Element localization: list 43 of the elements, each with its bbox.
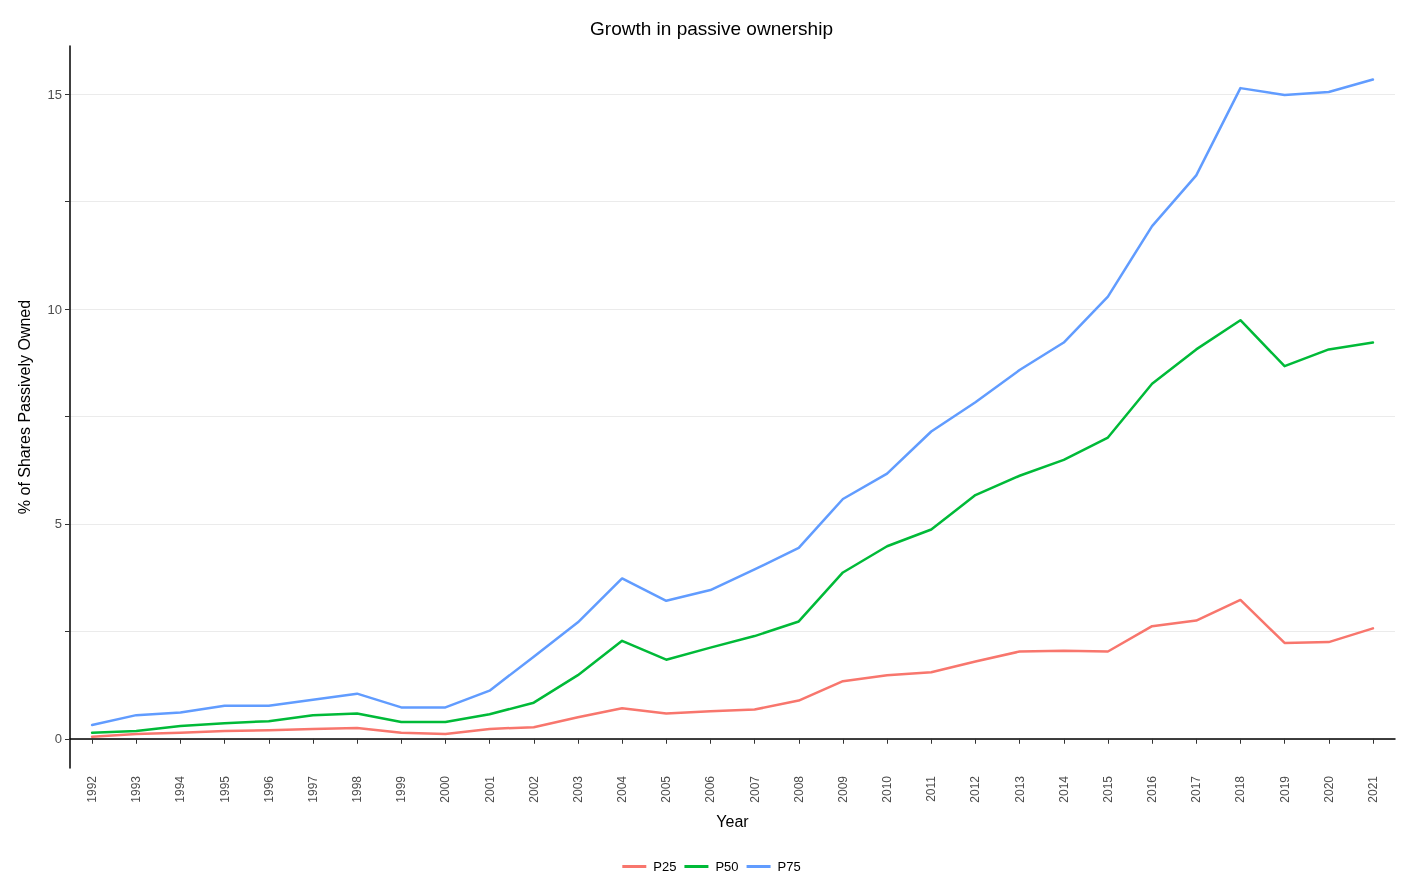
x-tick-label: 2011 <box>924 775 939 802</box>
y-tick-label: 0 <box>54 731 62 747</box>
x-tick-label: 2017 <box>1189 775 1204 803</box>
x-tick-label: 2001 <box>482 775 497 803</box>
x-tick-label: 2019 <box>1277 775 1292 803</box>
x-tick-label: 2014 <box>1056 775 1071 803</box>
x-tick-label: 2000 <box>438 775 453 803</box>
x-tick-label: 1995 <box>217 775 232 803</box>
x-tick-label: 2008 <box>791 775 806 803</box>
y-tick-label: 15 <box>47 86 62 102</box>
x-axis-title: Year <box>716 812 750 830</box>
x-tick-label: 1998 <box>350 775 365 803</box>
x-tick-label: 1996 <box>261 775 276 803</box>
legend-label: P25 <box>653 859 677 874</box>
x-tick-label: 1999 <box>394 775 409 803</box>
x-tick-label: 2021 <box>1365 775 1380 803</box>
line-series <box>90 598 1375 738</box>
chart-title: Growth in passive ownership <box>590 18 833 39</box>
x-tick-label: 1997 <box>305 775 320 803</box>
x-tick-label: 2003 <box>570 775 585 803</box>
line-series <box>90 78 1375 727</box>
y-tick-label: 5 <box>54 516 62 532</box>
x-tick-label: 2007 <box>747 775 762 803</box>
x-tick-label: 2010 <box>880 775 895 803</box>
x-tick-label: 2018 <box>1233 775 1248 803</box>
x-tick-label: 2016 <box>1145 775 1160 803</box>
x-tick-label: 1993 <box>129 775 144 803</box>
y-axis-title: % of Shares Passively Owned <box>15 299 33 515</box>
x-tick-label: 2004 <box>615 775 630 803</box>
legend-label: P50 <box>715 859 739 874</box>
x-tick-label: 2013 <box>1012 775 1027 803</box>
x-tick-label: 2012 <box>968 775 983 803</box>
y-tick-label: 10 <box>47 301 62 317</box>
x-tick-label: 2005 <box>659 775 674 803</box>
x-tick-label: 2006 <box>703 775 718 803</box>
legend-label: P75 <box>777 859 801 874</box>
x-tick-label: 1994 <box>173 775 188 803</box>
line-series <box>90 318 1375 735</box>
x-tick-label: 2009 <box>835 775 850 803</box>
x-tick-label: 2015 <box>1100 775 1115 803</box>
x-tick-label: 1992 <box>85 775 100 803</box>
x-tick-label: 2020 <box>1321 775 1336 803</box>
x-tick-label: 2002 <box>526 775 541 803</box>
